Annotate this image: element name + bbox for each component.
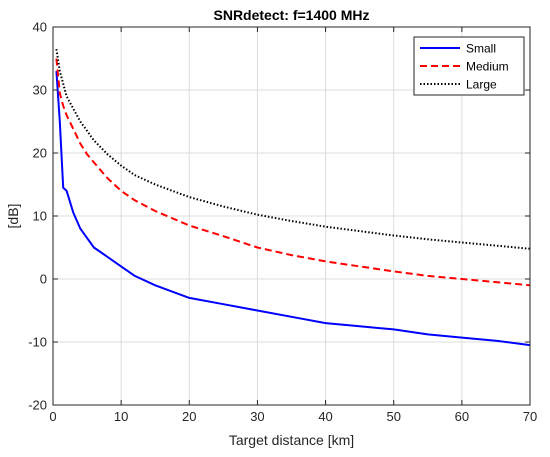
y-tick-label: 30 [33, 83, 47, 98]
y-tick-label: 10 [33, 209, 47, 224]
y-tick-label: 20 [33, 146, 47, 161]
x-tick-label: 50 [386, 409, 400, 424]
x-tick-label: 40 [318, 409, 332, 424]
x-tick-label: 60 [455, 409, 469, 424]
y-tick-label: 40 [33, 20, 47, 35]
y-axis-label: [dB] [5, 204, 21, 229]
tick-labels: 0 10 20 30 40 50 60 70 -20 -10 0 10 20 30 40 [28, 20, 537, 425]
x-axis-label: Target distance [km] [229, 432, 354, 448]
legend-label-medium: Medium [466, 60, 509, 74]
series-small-line [55, 71, 531, 347]
series-medium-line [55, 58, 531, 287]
y-tick-label: -20 [28, 398, 47, 413]
series-layer [55, 48, 531, 347]
ticks [52, 26, 531, 406]
x-tick-label: 30 [250, 409, 264, 424]
legend-label-small: Small [466, 42, 496, 56]
x-tick-label: 20 [182, 409, 196, 424]
y-tick-label: -10 [28, 335, 47, 350]
x-tick-label: 70 [523, 409, 537, 424]
x-tick-label: 0 [49, 409, 56, 424]
chart-title: SNRdetect: f=1400 MHz [214, 7, 370, 23]
legend: Small Medium Large [413, 36, 525, 96]
x-tick-label: 10 [114, 409, 128, 424]
y-tick-label: 0 [40, 272, 47, 287]
legend-label-large: Large [466, 78, 497, 92]
